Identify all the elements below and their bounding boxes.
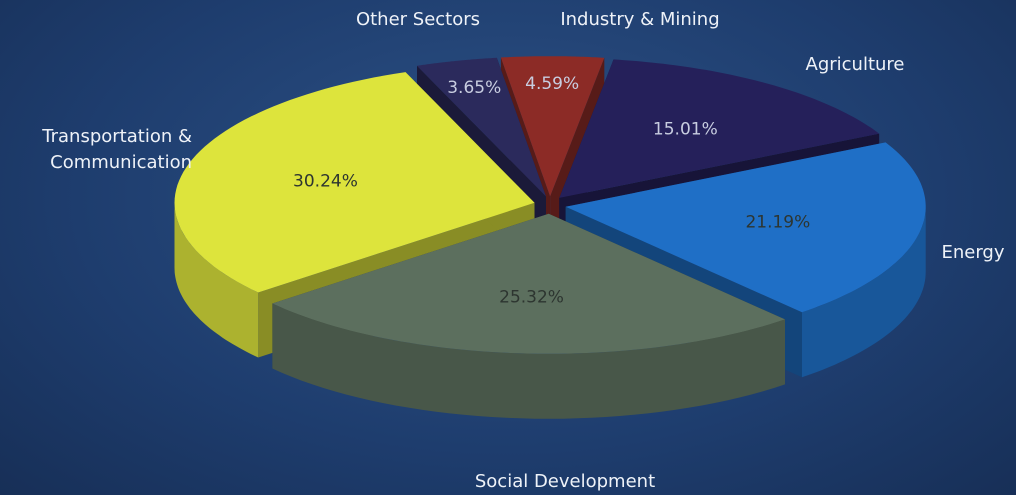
slice-wall: [802, 206, 926, 378]
category-label: Other Sectors: [355, 9, 481, 30]
slice: [417, 57, 546, 197]
value-label: 30.24%: [293, 172, 358, 192]
value-label: 21.19%: [745, 212, 810, 232]
category-label: Energy: [941, 242, 1005, 263]
value-label: 4.59%: [525, 74, 579, 94]
slice-wall: [174, 202, 259, 358]
slice: [559, 59, 880, 198]
category-label: Transportation & Communication: [42, 126, 192, 173]
value-label: 15.01%: [653, 120, 718, 140]
category-label: Agriculture: [805, 54, 905, 75]
value-label: 3.65%: [447, 78, 501, 98]
category-label: Social Development: [474, 471, 656, 492]
slice-wall: [272, 303, 785, 419]
category-label: Industry & Mining: [560, 9, 720, 30]
slice: [500, 56, 605, 197]
value-label: 25.32%: [499, 288, 564, 308]
slice: [272, 213, 785, 354]
slice: [174, 72, 535, 293]
slice: [565, 142, 926, 313]
